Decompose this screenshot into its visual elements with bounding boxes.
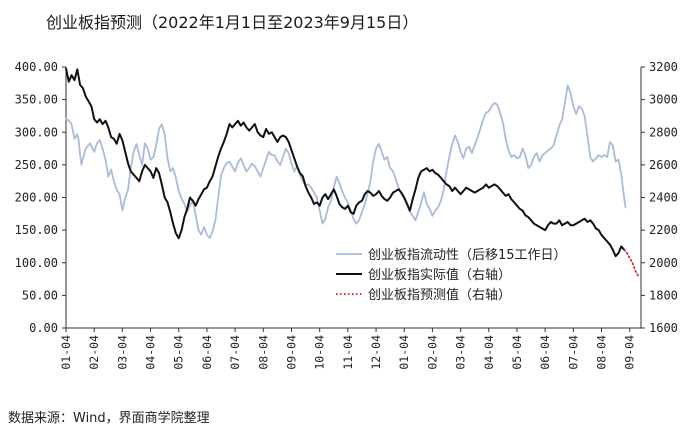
x-tick-label: 08-04 bbox=[595, 335, 609, 370]
left-tick-label: 200.00 bbox=[15, 191, 58, 205]
x-tick-label: 05-04 bbox=[510, 335, 524, 370]
x-tick-label: 09-04 bbox=[284, 335, 298, 370]
left-tick-label: 0.00 bbox=[29, 321, 58, 335]
left-tick-label: 150.00 bbox=[15, 223, 58, 237]
left-tick-label: 350.00 bbox=[15, 93, 58, 107]
series-layer bbox=[65, 67, 639, 277]
legend-label-2: 创业板指实际值（右轴） bbox=[368, 267, 511, 283]
x-tick-label: 10-04 bbox=[313, 335, 327, 370]
x-tick-label: 08-04 bbox=[256, 335, 270, 370]
x-tick-label: 07-04 bbox=[228, 335, 242, 370]
series-line-3 bbox=[623, 248, 639, 277]
series-line-1 bbox=[65, 84, 627, 239]
axes: 400.00 350.00 300.00 250.00 200.00 150.00 100.… bbox=[15, 60, 678, 370]
left-tick-label: 300.00 bbox=[15, 125, 58, 139]
x-tick-label: 01-04 bbox=[59, 335, 73, 370]
x-tick-label: 03-04 bbox=[115, 335, 129, 370]
x-tick-label: 02-04 bbox=[87, 335, 101, 370]
legend-label-3: 创业板指预测值（右轴） bbox=[368, 287, 511, 303]
x-tick-label: 11-04 bbox=[341, 335, 355, 370]
legend: 创业板指流动性（后移15工作日） 创业板指实际值（右轴） 创业板指预测值（右轴） bbox=[336, 248, 567, 303]
right-tick-label: 2800 bbox=[649, 125, 678, 139]
legend-label-1: 创业板指流动性（后移15工作日） bbox=[368, 248, 567, 263]
left-tick-label: 50.00 bbox=[22, 288, 58, 302]
x-tick-label: 04-04 bbox=[482, 335, 496, 370]
x-tick-label: 12-04 bbox=[369, 335, 383, 370]
series-line-2 bbox=[65, 67, 626, 258]
chart-title: 创业板指预测（2022年1月1日至2023年9月15日） bbox=[46, 13, 418, 32]
right-tick-label: 2200 bbox=[649, 223, 678, 237]
x-tick-label: 01-04 bbox=[397, 335, 411, 370]
right-tick-label: 2400 bbox=[649, 191, 678, 205]
x-tick-label: 04-04 bbox=[144, 335, 158, 370]
x-tick-label: 02-04 bbox=[425, 335, 439, 370]
x-tick-label: 07-04 bbox=[566, 335, 580, 370]
right-tick-label: 3000 bbox=[649, 93, 678, 107]
source-note: 数据来源：Wind，界面商学院整理 bbox=[8, 410, 210, 426]
right-tick-label: 3200 bbox=[649, 60, 678, 74]
x-tick-label: 09-04 bbox=[623, 335, 637, 370]
right-tick-label: 2000 bbox=[649, 256, 678, 270]
left-tick-label: 400.00 bbox=[15, 60, 58, 74]
right-tick-label: 2600 bbox=[649, 158, 678, 172]
x-tick-label: 06-04 bbox=[538, 335, 552, 370]
right-tick-label: 1800 bbox=[649, 288, 678, 302]
x-tick-label: 06-04 bbox=[200, 335, 214, 370]
x-tick-label: 03-04 bbox=[454, 335, 468, 370]
right-tick-label: 1600 bbox=[649, 321, 678, 335]
x-tick-label: 05-04 bbox=[172, 335, 186, 370]
left-tick-label: 250.00 bbox=[15, 158, 58, 172]
left-tick-label: 100.00 bbox=[15, 256, 58, 270]
